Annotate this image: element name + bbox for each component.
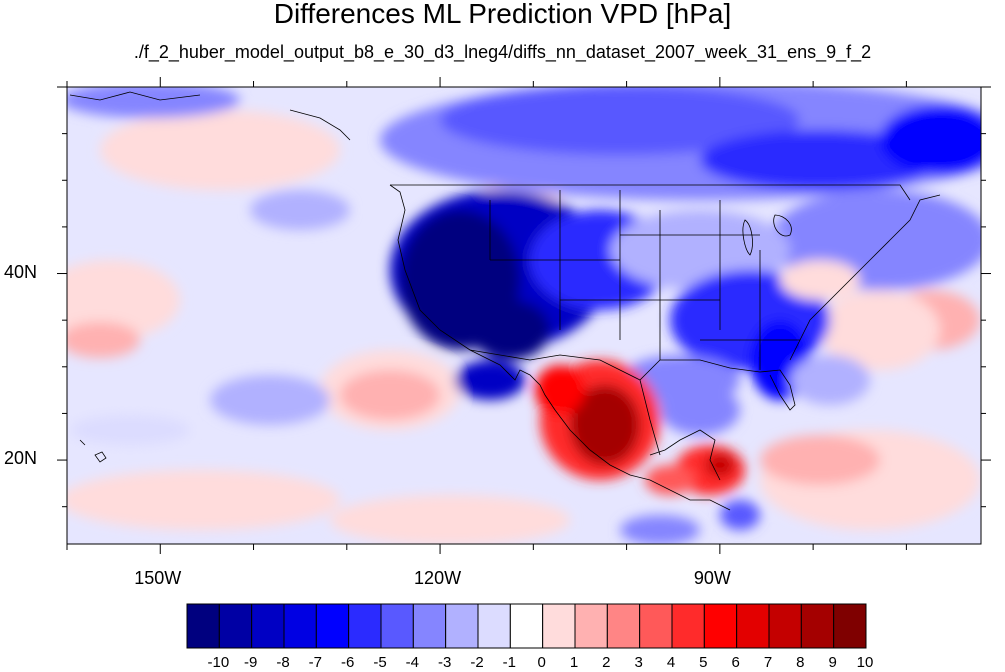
colorbar-swatch xyxy=(186,603,220,649)
map-frame xyxy=(66,86,982,545)
colorbar-swatch xyxy=(509,603,544,649)
colorbar-level-label: 10 xyxy=(856,654,874,671)
colorbar-level-label: -8 xyxy=(276,654,290,671)
colorbar-level-label: -2 xyxy=(470,654,484,671)
map-subtitle: ./f_2_huber_model_output_b8_e_30_d3_lneg… xyxy=(133,42,872,62)
boundaries xyxy=(69,91,941,511)
colorbar-swatch xyxy=(412,603,447,649)
colorbar-swatch xyxy=(768,603,802,649)
colorbar-level-label: -7 xyxy=(308,654,322,671)
colorbar-swatch xyxy=(542,603,576,649)
colorbar-swatch xyxy=(218,603,253,649)
colorbar-swatch xyxy=(639,603,673,649)
colorbar-level-label: 4 xyxy=(666,654,676,671)
colorbar-level-label: 1 xyxy=(569,654,579,671)
colorbar-level-label: -3 xyxy=(437,654,452,671)
colorbar-level-label: -5 xyxy=(373,654,387,671)
lon-label: 120W xyxy=(414,568,462,588)
colorbar xyxy=(186,603,867,649)
map-title: Differences ML Prediction VPD [hPa] xyxy=(273,0,732,29)
colorbar-level-label: 8 xyxy=(796,654,805,671)
colorbar-swatch xyxy=(348,603,382,649)
colorbar-swatch xyxy=(574,603,608,649)
colorbar-swatch xyxy=(251,603,285,649)
colorbar-level-label: 9 xyxy=(828,654,837,671)
colorbar-level-label: 3 xyxy=(634,654,643,671)
colorbar-level-label: 5 xyxy=(699,654,708,671)
colorbar-level-label: -4 xyxy=(405,654,419,671)
lon-label: 150W xyxy=(134,568,182,588)
lat-label: 20N xyxy=(4,448,38,469)
colorbar-swatch xyxy=(283,603,317,649)
colorbar-level-label: 7 xyxy=(763,654,773,671)
colorbar-level-label: -10 xyxy=(207,654,230,671)
colorbar-level-label: -6 xyxy=(340,654,355,671)
colorbar-swatch xyxy=(671,603,705,649)
colorbar-swatch xyxy=(833,603,867,649)
colorbar-swatch xyxy=(380,603,414,649)
colorbar-swatch xyxy=(315,603,350,649)
colorbar-swatch xyxy=(736,603,770,649)
colorbar-level-label: -1 xyxy=(502,654,516,671)
colorbar-level-label: 6 xyxy=(731,654,740,671)
colorbar-swatch xyxy=(606,603,641,649)
colorbar-swatch xyxy=(445,603,479,649)
colorbar-level-label: 0 xyxy=(537,654,546,671)
colorbar-level-label: -9 xyxy=(243,654,258,671)
lat-label: 40N xyxy=(4,261,38,282)
axis-ticks xyxy=(57,77,991,554)
colorbar-swatch xyxy=(477,603,511,649)
colorbar-swatch xyxy=(703,603,738,649)
colorbar-level-label: 2 xyxy=(602,654,611,671)
lon-label: 90W xyxy=(693,568,731,588)
field-layer xyxy=(67,87,981,544)
colorbar-swatch xyxy=(800,603,835,649)
